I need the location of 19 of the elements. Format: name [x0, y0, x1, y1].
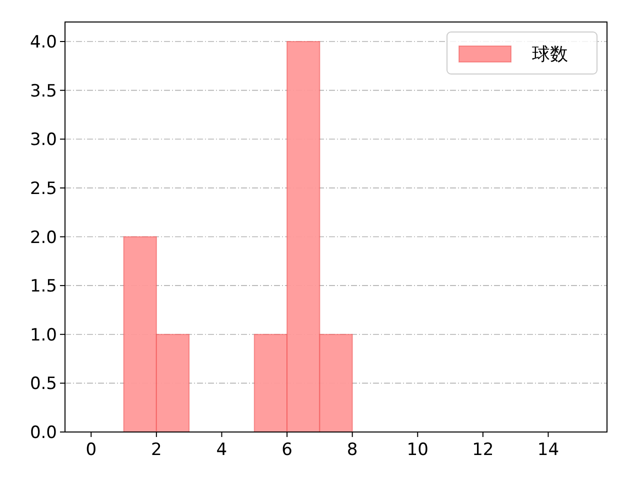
x-tick-label: 12	[472, 440, 494, 460]
y-tick-label: 3.5	[30, 81, 57, 102]
x-tick-label: 6	[282, 440, 292, 460]
x-tick-label: 10	[406, 440, 428, 460]
y-tick-label: 2.5	[30, 178, 57, 199]
legend: 球数	[446, 32, 598, 74]
x-tick-label: 0	[86, 440, 97, 460]
x-tick-label: 14	[537, 440, 560, 460]
legend-label: 球数	[532, 44, 568, 65]
x-tick-label: 4	[216, 440, 228, 460]
x-tick-label: 2	[151, 440, 162, 460]
y-tick-label: 1.0	[30, 325, 57, 346]
y-tick-label: 4.0	[30, 32, 57, 53]
y-tick-label: 0.5	[30, 374, 57, 394]
y-tick-label: 3.0	[30, 130, 57, 150]
y-tick-label: 2.0	[30, 228, 57, 248]
y-tick-label: 1.5	[30, 276, 57, 297]
y-tick-label: 0.0	[30, 423, 57, 443]
x-tick-label: 8	[346, 440, 358, 460]
